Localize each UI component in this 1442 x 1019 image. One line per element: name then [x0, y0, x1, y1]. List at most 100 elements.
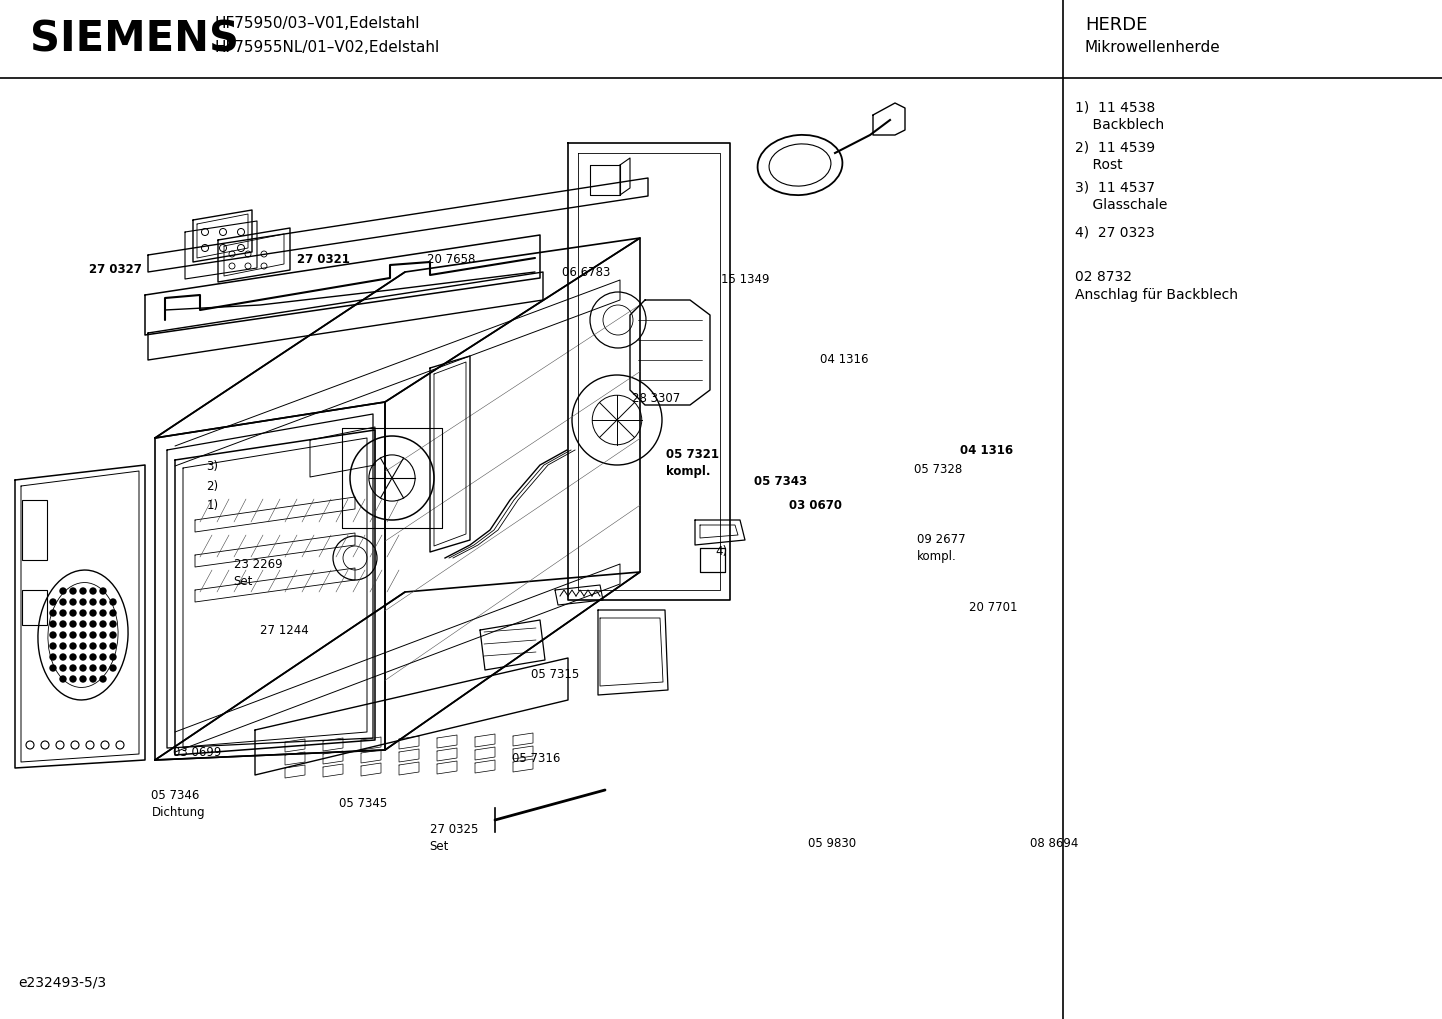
Text: 27 0327: 27 0327 [89, 263, 143, 276]
Circle shape [50, 643, 56, 649]
Circle shape [61, 621, 66, 627]
Text: 1)  11 4538
    Backblech: 1) 11 4538 Backblech [1074, 100, 1164, 132]
Circle shape [79, 632, 87, 638]
Circle shape [71, 610, 76, 616]
Text: 04 1316: 04 1316 [960, 444, 1014, 458]
Circle shape [71, 632, 76, 638]
Circle shape [71, 588, 76, 594]
Circle shape [99, 588, 107, 594]
Text: 05 7321
kompl.: 05 7321 kompl. [666, 448, 720, 478]
Circle shape [71, 643, 76, 649]
Circle shape [61, 610, 66, 616]
Text: 23 2269
Set: 23 2269 Set [234, 558, 283, 588]
Text: 05 9830: 05 9830 [808, 837, 855, 850]
Circle shape [89, 665, 97, 671]
Text: 2)  11 4539
    Rost: 2) 11 4539 Rost [1074, 140, 1155, 172]
Circle shape [79, 643, 87, 649]
Circle shape [99, 610, 107, 616]
Text: HERDE: HERDE [1084, 16, 1148, 34]
Circle shape [79, 654, 87, 660]
Circle shape [50, 599, 56, 605]
Circle shape [99, 599, 107, 605]
Text: 28 3307: 28 3307 [632, 392, 679, 406]
Circle shape [110, 632, 115, 638]
Text: 4)  27 0323: 4) 27 0323 [1074, 225, 1155, 239]
Circle shape [99, 676, 107, 682]
Bar [22, 590, 48, 625]
Circle shape [71, 665, 76, 671]
Circle shape [61, 643, 66, 649]
Circle shape [89, 654, 97, 660]
Circle shape [79, 676, 87, 682]
Circle shape [61, 654, 66, 660]
Text: 20 7658: 20 7658 [427, 253, 476, 266]
Circle shape [50, 654, 56, 660]
Text: e232493‑5/3: e232493‑5/3 [17, 975, 107, 989]
Text: HF75955NL/01–V02,Edelstahl: HF75955NL/01–V02,Edelstahl [215, 40, 440, 55]
Circle shape [61, 588, 66, 594]
Circle shape [61, 632, 66, 638]
Text: 08 8694: 08 8694 [1030, 837, 1079, 850]
Text: 03 0699: 03 0699 [173, 746, 222, 759]
Circle shape [89, 632, 97, 638]
Circle shape [110, 621, 115, 627]
Circle shape [61, 676, 66, 682]
Circle shape [99, 643, 107, 649]
Text: SIEMENS: SIEMENS [30, 18, 239, 60]
Text: 27 0325
Set: 27 0325 Set [430, 823, 479, 853]
Text: 2): 2) [206, 480, 218, 493]
Text: 03 0670: 03 0670 [789, 499, 842, 513]
Circle shape [79, 610, 87, 616]
Text: 20 7701: 20 7701 [969, 601, 1018, 614]
Text: 05 7315: 05 7315 [531, 668, 578, 682]
Text: 05 7346
Dichtung: 05 7346 Dichtung [151, 789, 205, 818]
Text: 06 6783: 06 6783 [562, 266, 611, 279]
Text: 05 7343: 05 7343 [754, 475, 808, 488]
Circle shape [99, 665, 107, 671]
Circle shape [99, 654, 107, 660]
Text: 4): 4) [715, 545, 727, 558]
Circle shape [89, 621, 97, 627]
Text: 15 1349: 15 1349 [721, 273, 770, 286]
Circle shape [89, 676, 97, 682]
Text: 27 1244: 27 1244 [260, 624, 309, 637]
Circle shape [71, 654, 76, 660]
Circle shape [71, 676, 76, 682]
Text: 3)  11 4537
    Glasschale: 3) 11 4537 Glasschale [1074, 180, 1168, 212]
Circle shape [50, 610, 56, 616]
Text: 05 7345: 05 7345 [339, 797, 386, 810]
Circle shape [110, 599, 115, 605]
Text: 02 8732
Anschlag für Backblech: 02 8732 Anschlag für Backblech [1074, 270, 1239, 303]
Circle shape [110, 654, 115, 660]
Text: 05 7316: 05 7316 [512, 752, 561, 765]
Circle shape [99, 621, 107, 627]
Circle shape [71, 599, 76, 605]
Circle shape [50, 621, 56, 627]
Text: 04 1316: 04 1316 [820, 353, 870, 366]
Circle shape [79, 588, 87, 594]
Circle shape [79, 599, 87, 605]
Circle shape [110, 665, 115, 671]
Circle shape [89, 588, 97, 594]
Circle shape [61, 665, 66, 671]
Text: 3): 3) [206, 460, 218, 473]
Text: HF75950/03–V01,Edelstahl: HF75950/03–V01,Edelstahl [215, 16, 421, 31]
Circle shape [50, 665, 56, 671]
Circle shape [79, 665, 87, 671]
Circle shape [89, 643, 97, 649]
Circle shape [110, 643, 115, 649]
Text: 1): 1) [206, 499, 218, 513]
Circle shape [61, 599, 66, 605]
Bar [22, 500, 48, 560]
Text: Mikrowellenherde: Mikrowellenherde [1084, 40, 1221, 55]
Text: 05 7328: 05 7328 [914, 463, 962, 476]
Circle shape [50, 632, 56, 638]
Text: 27 0321: 27 0321 [297, 253, 350, 266]
Circle shape [79, 621, 87, 627]
Text: 09 2677
kompl.: 09 2677 kompl. [917, 533, 966, 562]
Circle shape [99, 632, 107, 638]
Circle shape [71, 621, 76, 627]
Circle shape [89, 610, 97, 616]
Circle shape [89, 599, 97, 605]
Circle shape [110, 610, 115, 616]
